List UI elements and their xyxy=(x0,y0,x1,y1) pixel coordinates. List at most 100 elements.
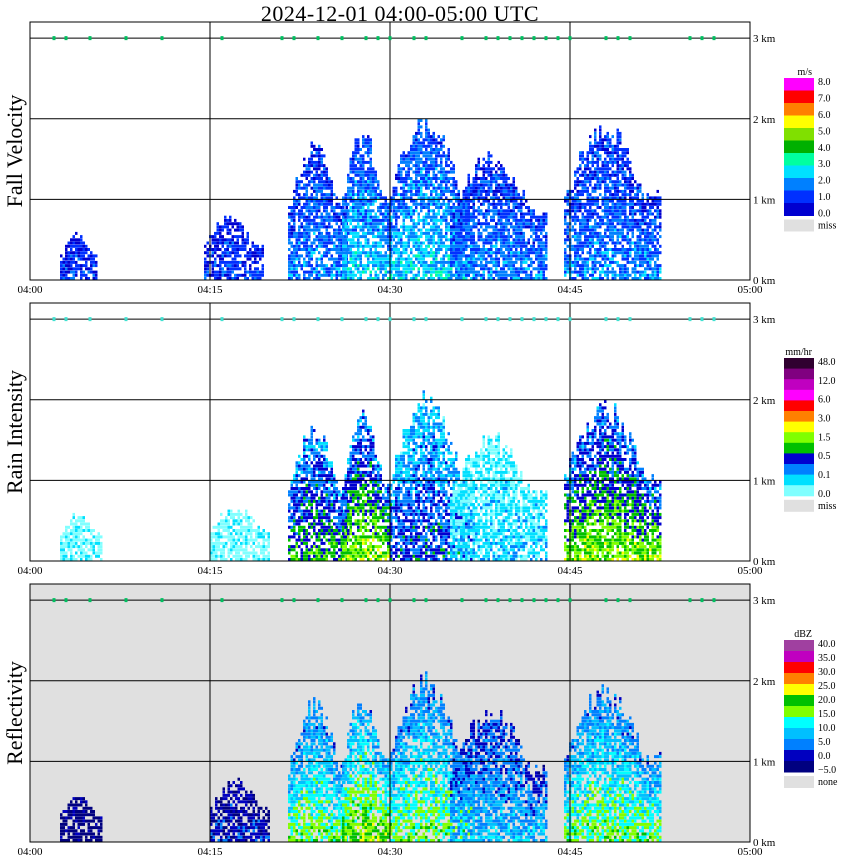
echo-pixel xyxy=(397,260,400,264)
echo-pixel xyxy=(244,241,247,245)
echo-pixel xyxy=(290,273,293,277)
echo-pixel xyxy=(505,238,508,242)
echo-pixel xyxy=(232,535,235,539)
echo-pixel xyxy=(412,273,415,277)
echo-pixel xyxy=(584,273,587,277)
echo-pixel xyxy=(349,251,352,255)
echo-pixel xyxy=(220,554,223,558)
echo-pixel xyxy=(584,173,587,177)
echo-pixel xyxy=(400,251,403,255)
echo-pixel xyxy=(485,193,488,197)
echo-pixel xyxy=(65,558,68,561)
echo-pixel xyxy=(85,525,88,529)
echo-pixel xyxy=(542,270,545,274)
echo-pixel xyxy=(581,215,584,219)
echo-pixel xyxy=(507,209,510,213)
echo-pixel xyxy=(77,248,80,251)
echo-pixel xyxy=(460,270,463,274)
echo-pixel xyxy=(288,222,291,226)
echo-pixel xyxy=(328,238,331,242)
echo-pixel xyxy=(90,538,93,542)
echo-pixel xyxy=(624,218,627,222)
echo-pixel xyxy=(407,151,410,155)
echo-pixel xyxy=(417,193,420,197)
echo-pixel xyxy=(435,241,438,245)
echo-pixel xyxy=(374,212,377,216)
echo-pixel xyxy=(654,260,657,264)
echo-pixel xyxy=(626,148,629,151)
echo-pixel xyxy=(502,257,505,261)
echo-pixel xyxy=(349,157,352,161)
echo-pixel xyxy=(586,199,589,203)
echo-pixel xyxy=(359,183,362,187)
echo-pixel xyxy=(310,228,313,232)
echo-pixel xyxy=(328,180,331,184)
echo-pixel xyxy=(310,170,313,174)
echo-pixel xyxy=(236,254,239,258)
echo-pixel xyxy=(487,270,490,274)
echo-pixel xyxy=(611,209,614,213)
echo-pixel xyxy=(606,141,609,145)
echo-pixel xyxy=(522,244,525,248)
echo-pixel xyxy=(362,177,365,180)
echo-pixel xyxy=(97,545,100,549)
echo-pixel xyxy=(636,186,639,190)
echo-pixel xyxy=(412,141,415,145)
echo-pixel xyxy=(589,170,592,174)
echo-pixel xyxy=(564,260,567,264)
echo-pixel xyxy=(495,202,498,206)
echo-pixel xyxy=(407,225,410,229)
echo-pixel xyxy=(574,202,577,206)
echo-pixel xyxy=(325,215,328,219)
echo-pixel xyxy=(369,138,372,142)
echo-pixel xyxy=(369,218,372,222)
echo-pixel xyxy=(619,241,622,245)
echo-pixel xyxy=(512,189,515,193)
colorbar-swatch xyxy=(784,128,814,141)
echo-pixel xyxy=(427,141,430,145)
echo-pixel xyxy=(377,218,380,222)
echo-pixel xyxy=(611,218,614,222)
echo-pixel xyxy=(487,160,490,164)
echo-pixel xyxy=(594,196,597,200)
echo-pixel xyxy=(609,138,612,142)
echo-pixel xyxy=(352,157,355,161)
echo-pixel xyxy=(644,222,647,226)
echo-pixel xyxy=(357,264,360,268)
echo-pixel xyxy=(515,202,518,206)
echo-pixel xyxy=(589,241,592,245)
echo-pixel xyxy=(261,244,264,248)
echo-pixel xyxy=(507,202,510,206)
echo-pixel xyxy=(462,215,465,219)
echo-pixel xyxy=(649,248,652,251)
echo-pixel xyxy=(646,228,649,232)
echo-pixel xyxy=(417,189,420,193)
echo-pixel xyxy=(450,183,453,187)
echo-pixel xyxy=(62,257,65,261)
echo-pixel xyxy=(313,209,316,213)
echo-pixel xyxy=(308,251,311,255)
echo-pixel xyxy=(430,196,433,200)
echo-pixel xyxy=(477,160,480,164)
echo-pixel xyxy=(425,186,428,190)
echo-pixel xyxy=(415,170,418,174)
echo-pixel xyxy=(75,244,78,248)
echo-pixel xyxy=(219,273,222,277)
echo-pixel xyxy=(586,154,589,158)
echo-pixel xyxy=(432,209,435,213)
echo-pixel xyxy=(367,277,370,280)
echo-pixel xyxy=(656,202,659,206)
echo-pixel xyxy=(224,222,227,226)
echo-pixel xyxy=(584,170,587,174)
echo-pixel xyxy=(369,215,372,219)
echo-pixel xyxy=(288,260,291,264)
echo-pixel xyxy=(230,525,233,529)
echo-pixel xyxy=(500,177,503,180)
echo-pixel xyxy=(457,199,460,203)
echo-pixel xyxy=(425,244,428,248)
echo-pixel xyxy=(641,199,644,203)
echo-pixel xyxy=(420,167,423,171)
echo-pixel xyxy=(510,273,513,277)
echo-pixel xyxy=(591,244,594,248)
echo-pixel xyxy=(490,225,493,229)
